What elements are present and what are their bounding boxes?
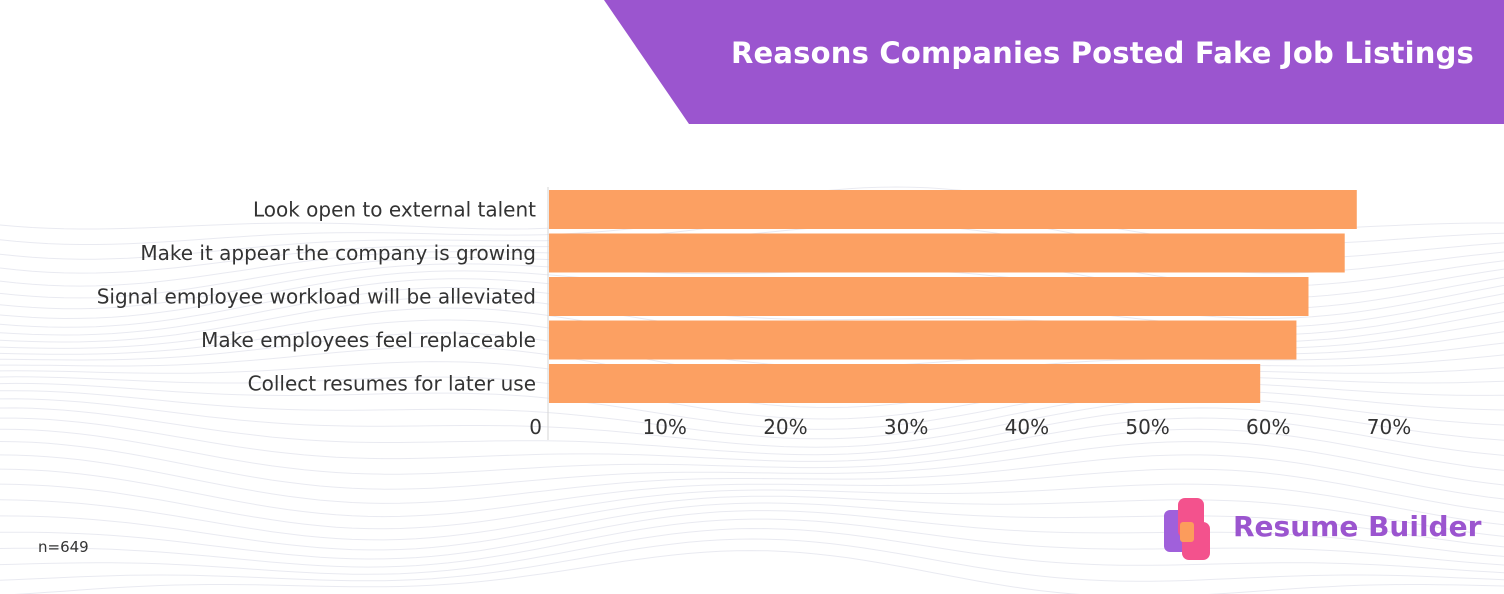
brand-name: Resume Builder — [1233, 510, 1482, 543]
category-label: Make employees feel replaceable — [201, 328, 536, 352]
x-tick-label: 10% — [642, 415, 686, 439]
category-label: Look open to external talent — [253, 198, 536, 222]
background-wave-line — [0, 441, 1504, 490]
background-wave-line — [0, 527, 1504, 575]
x-tick-label: 60% — [1246, 415, 1290, 439]
x-tick-label: 70% — [1367, 415, 1411, 439]
title-banner — [604, 0, 1504, 124]
bar — [549, 233, 1345, 273]
background-wave-line — [0, 454, 1504, 504]
x-tick-labels: 0 10% 20% 30% 40% 50% 60% 70% — [529, 415, 1411, 439]
background-wave-line — [0, 502, 1504, 551]
background-wave-line — [0, 468, 1504, 518]
bar — [549, 320, 1297, 360]
chart-title: Reasons Companies Posted Fake Job Listin… — [730, 36, 1474, 70]
resume-builder-logo-icon — [1164, 498, 1210, 560]
background-wave-line — [0, 538, 1504, 582]
x-tick-label: 20% — [763, 415, 807, 439]
category-label: Signal employee workload will be allevia… — [97, 285, 536, 309]
background-wave-line — [0, 417, 1504, 462]
background-wave-line — [0, 483, 1504, 530]
background-wave-line — [0, 510, 1504, 560]
x-tick-label: 40% — [1005, 415, 1049, 439]
bar — [549, 277, 1309, 316]
x-tick-label: 50% — [1125, 415, 1169, 439]
background-wave-line — [14, 550, 1504, 594]
category-label: Make it appear the company is growing — [140, 241, 536, 265]
bar — [549, 190, 1357, 229]
brand: Resume Builder — [1160, 496, 1490, 562]
x-tick-label: 30% — [884, 415, 928, 439]
background-wave-line — [0, 518, 1504, 568]
sample-size-note: n=649 — [38, 538, 89, 556]
background-wave-line — [0, 407, 1504, 456]
title-banner-shape — [604, 0, 1504, 124]
bars-group — [549, 190, 1357, 403]
category-label: Collect resumes for later use — [248, 372, 536, 396]
background-wave-line — [0, 428, 1504, 475]
category-labels: Look open to external talent Make it appe… — [97, 198, 536, 396]
x-tick-label: 0 — [529, 415, 542, 439]
bar — [549, 364, 1261, 403]
background-wave-line — [0, 495, 1504, 541]
